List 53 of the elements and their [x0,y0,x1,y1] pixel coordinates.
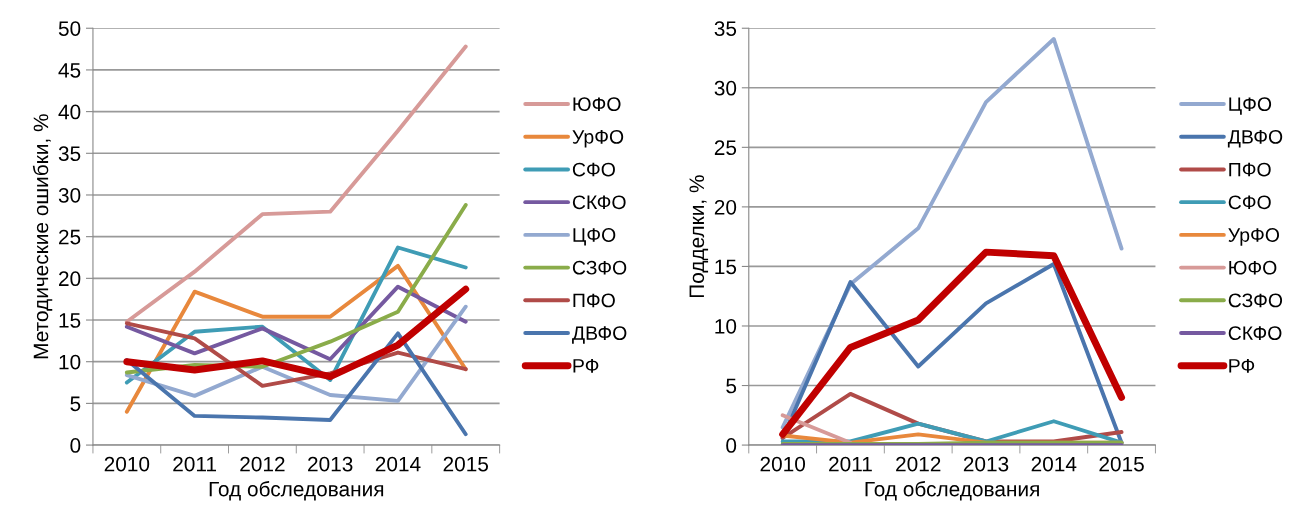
x-axis-title: Год обследования [209,480,384,501]
legend-label: ЮФО [573,97,621,112]
y-tick-label: 10 [715,318,737,334]
y-axis-title: Подделки, % [689,175,709,298]
x-tick-label: 2012 [240,456,285,472]
y-tick-label: 35 [58,146,81,162]
legend-label: РФ [573,359,599,373]
legend-label: ПФО [1229,162,1271,177]
y-tick-label: 5 [726,378,737,394]
x-axis-title: Год обследования [865,480,1039,501]
y-axis-title: Методические ошибки, % [32,114,53,359]
x-tick-label: 2013 [963,456,1009,472]
legend-label: ДВФО [1227,129,1283,148]
x-tick-label: 2010 [760,456,806,472]
y-tick-label: 5 [70,396,81,412]
x-tick-label: 2013 [308,456,353,472]
legend-label: ДВФО [572,326,627,344]
y-tick-label: 25 [59,229,81,245]
y-tick-label: 20 [714,199,737,215]
y-tick-label: 10 [59,354,81,370]
legend-label: РФ [1229,359,1255,373]
y-tick-label: 35 [714,21,737,36]
y-tick-label: 15 [715,259,737,275]
legend-label: СФО [1228,195,1271,210]
y-tick-label: 25 [714,140,737,156]
y-tick-label: 15 [59,313,81,328]
x-tick-label: 2015 [1099,456,1144,472]
y-tick-label: 30 [714,80,737,96]
x-tick-label: 2014 [1031,456,1077,472]
y-tick-label: 0 [726,438,737,453]
x-tick-label: 2010 [104,456,150,472]
x-tick-label: 2012 [896,456,941,472]
legend-label: ЦФО [573,228,616,246]
legend-label: ЮФО [1229,260,1277,275]
x-tick-label: 2014 [375,456,421,472]
legend-label: СКФО [1228,326,1282,340]
legend-label: СЗФО [572,260,627,275]
y-tick-label: 45 [58,63,81,78]
x-tick-label: 2015 [443,456,489,472]
legend-label: СФО [572,162,615,177]
y-tick-label: 30 [58,187,81,203]
legend-label: УрФО [1228,228,1280,246]
legend-label: СЗФО [1228,293,1283,308]
legend-label: УрФО [572,129,624,148]
x-tick-label: 2011 [829,456,872,472]
y-tick-label: 50 [58,21,81,36]
y-tick-label: 0 [70,438,81,453]
y-tick-label: 20 [59,271,81,287]
legend-label: ЦФО [1229,97,1272,115]
legend-label: ПФО [573,293,615,308]
legend-label: СКФО [572,195,626,210]
y-tick-label: 40 [58,104,81,120]
x-tick-label: 2011 [173,456,217,472]
